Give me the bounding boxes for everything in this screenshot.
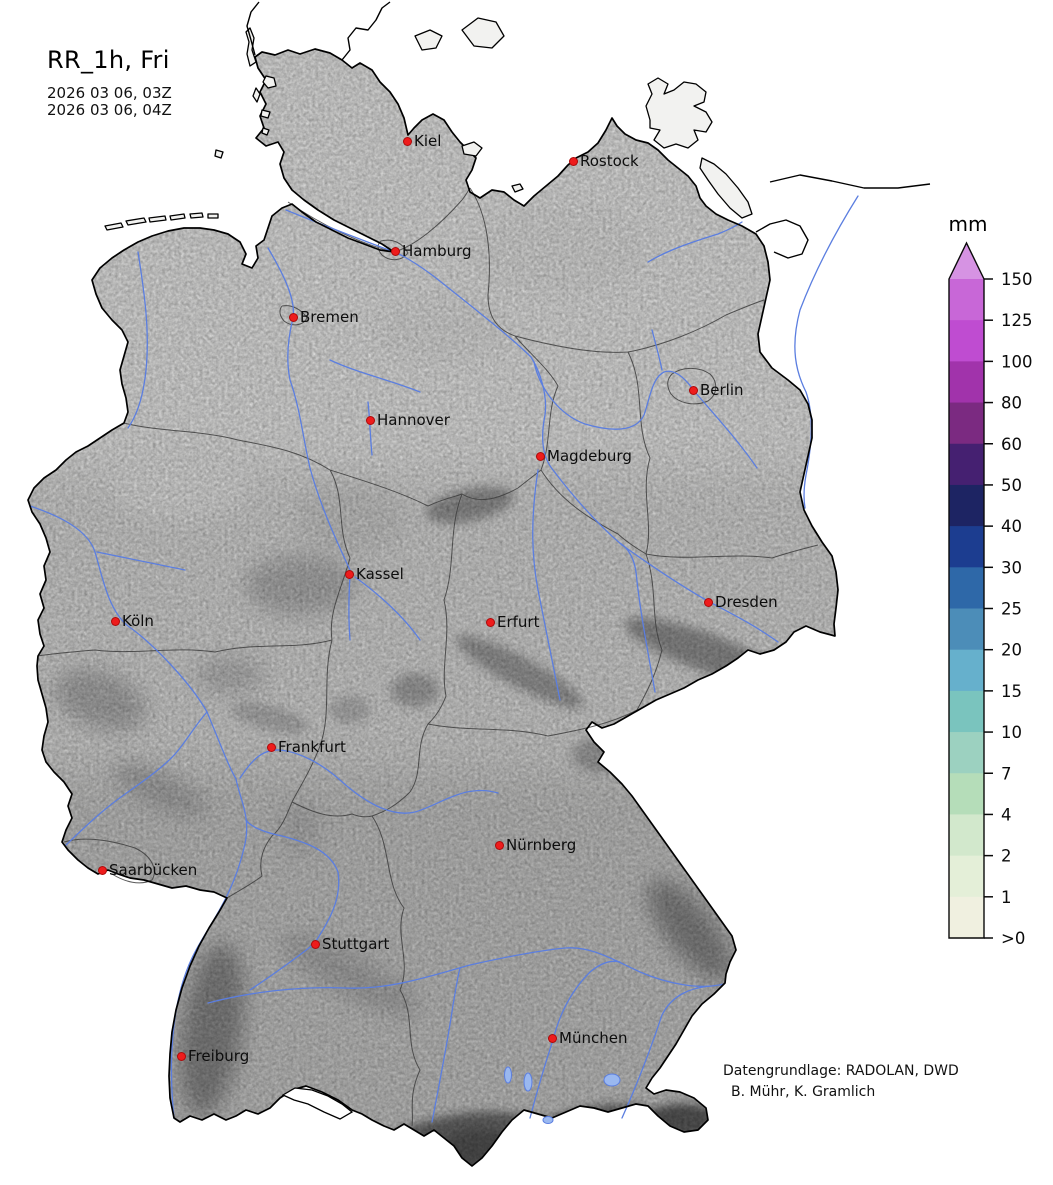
lake-starnberg [523, 1072, 533, 1092]
colorbar-segment [949, 567, 984, 610]
lake-walchensee [542, 1116, 554, 1124]
colorbar-tick-label: 125 [1001, 311, 1033, 330]
lakes [281, 1066, 621, 1124]
lake-ammersee [504, 1066, 512, 1084]
colorbar-tick-label: 25 [1001, 600, 1022, 619]
state-borders [37, 187, 819, 1127]
colorbar-tick-label: 20 [1001, 641, 1022, 660]
neighbour-coastlines [246, 1, 931, 259]
credit-line-1: Datengrundlage: RADOLAN, DWD [723, 1063, 959, 1079]
colorbar-segment [949, 814, 984, 857]
colorbar-tick-label: 60 [1001, 435, 1022, 454]
colorbar-segment [949, 320, 984, 362]
colorbar-segment [949, 443, 984, 486]
lake-constance [281, 1087, 354, 1120]
colorbar-tick-label: 80 [1001, 394, 1022, 413]
colorbar-unit-label: mm [948, 212, 988, 236]
valid-time-range: 2026 03 06, 03Z 2026 03 06, 04Z [47, 84, 172, 120]
colorbar-segment [949, 773, 984, 816]
islands [104, 27, 753, 231]
colorbar-tick-label: 40 [1001, 517, 1022, 536]
colorbar-outline [948, 241, 985, 939]
colorbar-tick-label: 100 [1001, 352, 1033, 371]
colorbar-segment [949, 896, 984, 939]
germany-outline [27, 48, 839, 1167]
valid-from: 2026 03 06, 03Z [47, 84, 172, 102]
colorbar-overflow-arrow [949, 243, 984, 279]
colorbar-segment [949, 690, 984, 733]
credit-line-2: B. Mühr, K. Gramlich [731, 1084, 876, 1100]
valid-to: 2026 03 06, 04Z [47, 101, 172, 120]
colorbar-tick-label: 2 [1001, 847, 1012, 866]
lake-chiemsee [603, 1073, 621, 1087]
colorbar-tick-label: 50 [1001, 476, 1022, 495]
colorbar-segment [949, 732, 984, 774]
colorbar-segment [949, 649, 984, 692]
colorbar-segment [949, 361, 984, 404]
colorbar-segment [949, 279, 984, 321]
colorbar-segment [949, 402, 984, 445]
colorbar-segment [949, 855, 984, 898]
colorbar-segment [949, 526, 984, 568]
figure-title: RR_1h, Fri [47, 46, 170, 74]
colorbar-tick-label: 30 [1001, 558, 1022, 577]
colorbar-segment [949, 484, 984, 527]
colorbar-tick-label: 10 [1001, 723, 1022, 742]
data-credits: Datengrundlage: RADOLAN, DWD B. Mühr, K.… [723, 1061, 959, 1103]
colorbar-tick-label: 4 [1001, 805, 1012, 824]
colorbar-tick-label: 1 [1001, 888, 1012, 907]
colorbar-segment [949, 608, 984, 651]
precipitation-colorbar: 150 125 100 80 60 50 40 30 25 20 15 10 7 4 2 1 >0 [948, 241, 1033, 948]
title-block: RR_1h, Fri 2026 03 06, 03Z 2026 03 06, 0… [47, 46, 172, 120]
colorbar-tick-label: 15 [1001, 682, 1022, 701]
colorbar-tick-label: 7 [1001, 764, 1012, 783]
colorbar-tick-label: 150 [1001, 270, 1033, 289]
colorbar-tick-label: >0 [1001, 929, 1025, 948]
